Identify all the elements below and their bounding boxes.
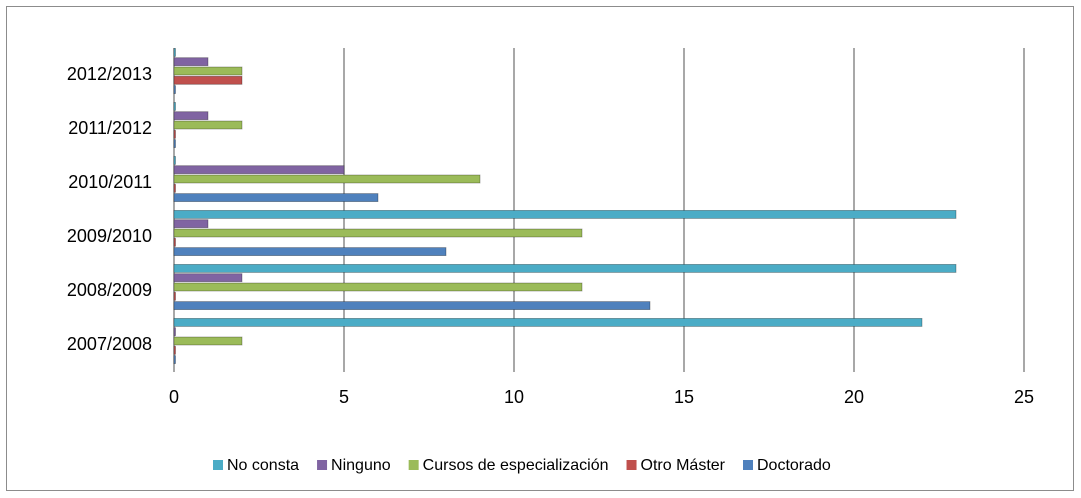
- bar: [173, 219, 209, 229]
- bar: [173, 209, 957, 219]
- bar: [173, 155, 176, 165]
- y-tick-label: 2007/2008: [67, 334, 152, 354]
- bar: [173, 85, 176, 94]
- bar: [173, 317, 923, 327]
- legend-swatch: [743, 460, 753, 470]
- bar: [173, 345, 176, 355]
- bar: [173, 75, 243, 85]
- bar: [173, 291, 176, 301]
- bar: [173, 183, 176, 193]
- x-tick-label: 0: [169, 387, 179, 407]
- bar: [173, 237, 176, 247]
- bar: [173, 120, 243, 130]
- bar: [173, 66, 243, 76]
- chart-border: [6, 6, 1074, 491]
- y-tick-label: 2010/2011: [68, 172, 152, 192]
- bar: [173, 273, 243, 283]
- x-tick-label: 20: [844, 387, 864, 407]
- legend-swatch: [408, 460, 419, 470]
- y-tick-label: 2008/2009: [67, 280, 152, 300]
- x-tick-label: 15: [674, 387, 694, 407]
- bar: [173, 301, 651, 311]
- bar: [173, 228, 583, 238]
- bar: [173, 111, 209, 121]
- legend-label: No consta: [227, 457, 299, 474]
- y-tick-label: 2009/2010: [67, 226, 152, 246]
- legend-swatch: [213, 460, 223, 470]
- legend-label: Ninguno: [331, 457, 391, 474]
- legend-label: Cursos de especialización: [423, 457, 609, 474]
- bar: [173, 247, 447, 257]
- bar: [173, 129, 176, 139]
- legend-swatch: [317, 460, 328, 470]
- bar: [173, 57, 209, 67]
- x-tick-label: 5: [339, 387, 349, 407]
- bar: [173, 327, 176, 337]
- bar: [173, 282, 583, 292]
- bar: [173, 48, 176, 57]
- x-tick-label: 10: [504, 387, 524, 407]
- bar: [173, 174, 481, 184]
- bar: [173, 193, 379, 203]
- y-tick-label: 2012/2013: [67, 64, 152, 84]
- bar: [173, 139, 176, 149]
- bar: [173, 165, 345, 175]
- bar: [173, 263, 957, 273]
- legend-swatch: [626, 460, 637, 470]
- bar: [173, 102, 176, 111]
- bar: [173, 355, 176, 365]
- y-tick-label: 2011/2012: [68, 118, 152, 138]
- legend-label: Doctorado: [757, 457, 831, 474]
- x-tick-label: 25: [1014, 387, 1034, 407]
- bar: [173, 336, 243, 346]
- legend-label: Otro Máster: [641, 457, 726, 474]
